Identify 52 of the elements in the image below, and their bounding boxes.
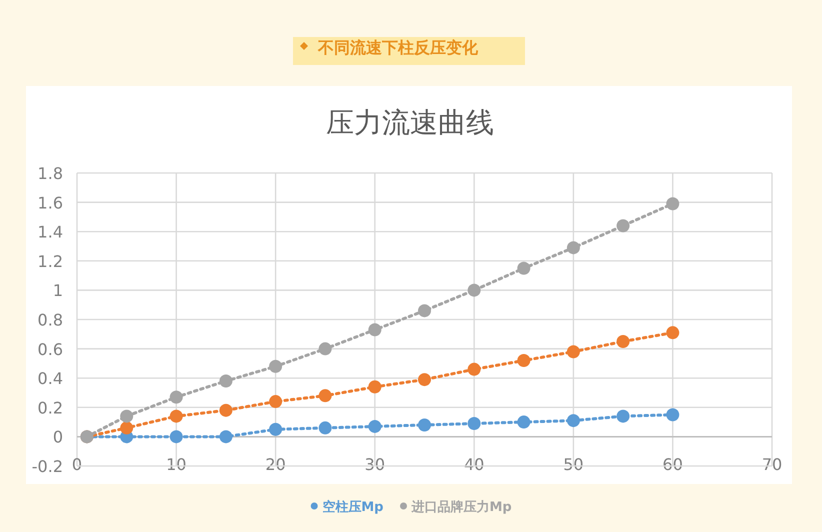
y-tick-label: 0 [52, 428, 63, 447]
point [517, 416, 530, 429]
point [666, 326, 680, 340]
point [566, 414, 580, 428]
point [219, 404, 232, 417]
point [418, 304, 431, 318]
chart-title: 不同流速下柱反压变化 [317, 38, 479, 57]
chart-subtitle: 压力流速曲线 [326, 106, 494, 139]
point [368, 323, 382, 336]
point [666, 408, 680, 422]
point [616, 334, 630, 348]
y-tick-label: 1 [52, 281, 63, 300]
point [120, 421, 134, 434]
y-tick-label: 0.4 [38, 369, 63, 388]
point [616, 219, 630, 232]
y-tick-label: 1.8 [38, 164, 63, 183]
y-tick-label: 0.6 [38, 340, 63, 359]
point [170, 410, 183, 423]
point [170, 430, 183, 444]
point [269, 360, 282, 373]
point [269, 422, 282, 436]
y-tick-label: 1.4 [38, 222, 63, 242]
point [468, 417, 481, 430]
point [517, 262, 530, 275]
legend-label: 进口品牌压力Mp [410, 499, 512, 515]
point [468, 284, 481, 297]
point [666, 197, 680, 210]
y-tick-label: 0.8 [38, 310, 63, 330]
point [318, 389, 332, 402]
legend-label: 空柱压Mp [322, 499, 384, 515]
y-tick-label: 1.6 [38, 193, 63, 212]
point [517, 354, 530, 368]
y-tick-label: -0.2 [32, 457, 63, 476]
point [269, 395, 282, 408]
x-tick-label: 0 [72, 455, 82, 474]
point [468, 362, 481, 376]
point [219, 430, 232, 444]
y-tick-label: 0.2 [38, 398, 63, 418]
point [170, 390, 183, 404]
point [418, 418, 431, 432]
point [318, 421, 332, 434]
y-tick-label: 1.2 [38, 252, 63, 271]
point [616, 410, 630, 423]
point [318, 342, 332, 356]
point [368, 420, 382, 433]
point [120, 410, 134, 423]
point [219, 374, 232, 388]
point [566, 241, 580, 254]
point [418, 373, 431, 386]
x-tick-label: 70 [762, 455, 782, 474]
point [566, 345, 580, 358]
point [368, 380, 382, 394]
